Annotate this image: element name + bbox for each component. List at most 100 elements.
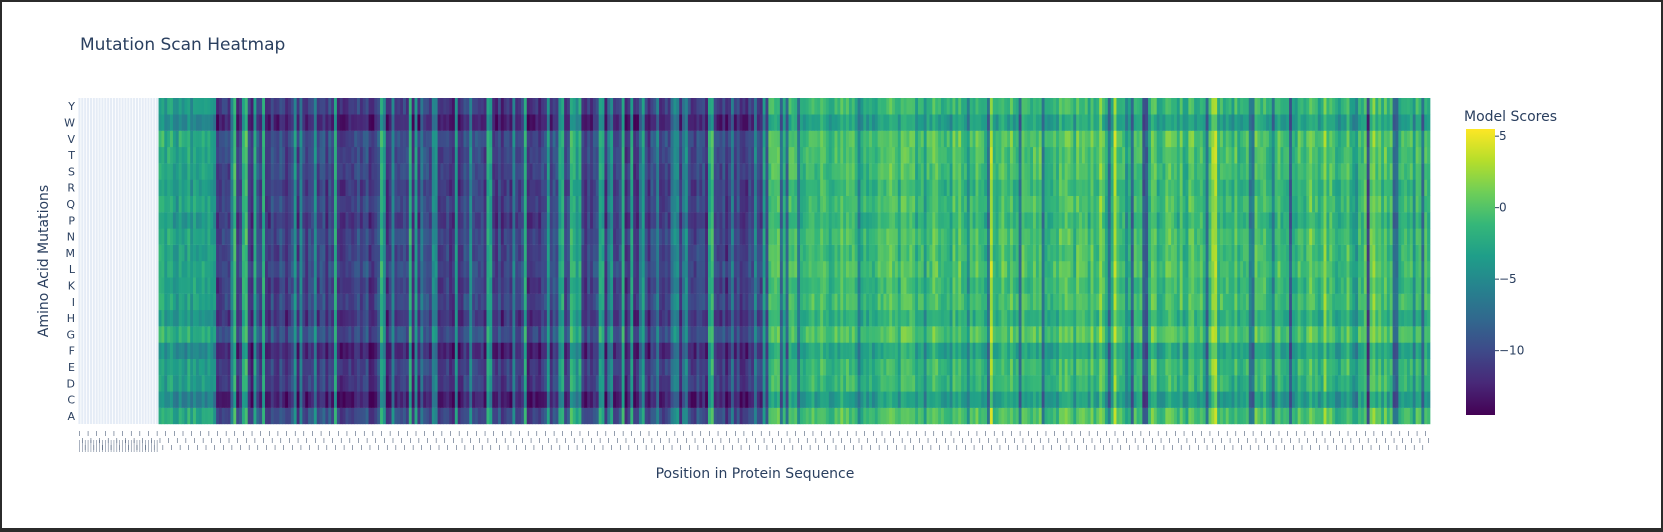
heatmap-cell [1053,309,1057,327]
heatmap-cell [357,375,361,392]
heatmap-cell [1185,293,1189,311]
heatmap-cell [1300,391,1304,408]
heatmap-cell [380,407,384,425]
heatmap-cell [1312,375,1316,392]
heatmap-cell [397,277,401,294]
heatmap-cell [1363,391,1368,408]
heatmap-cell [161,326,165,343]
heatmap-cell [368,309,372,327]
heatmap-cell [1125,358,1129,376]
heatmap-cell [469,391,473,408]
heatmap-cell [1421,358,1425,376]
heatmap-cell [523,261,528,278]
heatmap-cell [702,309,706,327]
heatmap-cell [1021,309,1025,327]
heatmap-cell [167,293,171,311]
heatmap-cell [187,342,191,359]
heatmap-cell [328,407,332,425]
heatmap-cell [359,277,364,294]
heatmap-cell [405,391,410,408]
heatmap-cell [552,407,556,425]
heatmap-cell [486,261,490,278]
heatmap-cell [713,342,717,359]
heatmap-cell [322,244,326,262]
heatmap-cell [587,375,591,392]
heatmap-cell [1266,326,1270,343]
heatmap-cell [601,244,605,262]
heatmap-cell [984,407,988,425]
heatmap-cell [1185,407,1189,425]
heatmap-cell [216,407,220,425]
heatmap-cell [584,358,588,376]
heatmap-cell [1122,293,1126,311]
heatmap-cell [630,407,634,425]
heatmap-cell [172,391,177,408]
heatmap-cell [581,375,585,392]
heatmap-cell [800,342,804,359]
heatmap-cell [1300,358,1304,376]
heatmap-cell [684,391,689,408]
heatmap-cell [313,261,318,278]
heatmap-cell [572,326,576,343]
heatmap-cell [748,342,752,359]
heatmap-cell [823,342,827,359]
heatmap-cell [1268,261,1273,278]
heatmap-cell [241,407,246,425]
heatmap-cell [1312,309,1316,327]
heatmap-cell [357,358,361,376]
heatmap-cell [546,342,551,359]
heatmap-cell [676,244,680,262]
heatmap-cell [362,391,367,408]
heatmap-cell [331,407,335,425]
heatmap-cell [728,375,732,392]
heatmap-cell [359,261,364,278]
heatmap-cell [794,375,798,392]
heatmap-cell [687,309,692,327]
heatmap-cell [1145,358,1149,376]
heatmap-cell [1222,293,1227,311]
heatmap-cell [564,326,568,343]
heatmap-cell [1122,342,1126,359]
heatmap-cell [1271,309,1276,327]
heatmap-cell [943,407,948,425]
heatmap-cell [917,326,922,343]
heatmap-cell [348,391,352,408]
heatmap-cell [480,342,484,359]
heatmap-cell [204,342,208,359]
heatmap-cell [1030,326,1034,343]
heatmap-cell [946,326,950,343]
heatmap-cell [981,407,985,425]
heatmap-cell [661,261,666,278]
heatmap-cell [1159,261,1163,278]
heatmap-cell [325,277,329,294]
heatmap-cell [716,244,720,262]
heatmap-cell [805,293,810,311]
heatmap-cell [213,342,217,359]
heatmap-cell [552,293,556,311]
heatmap-cell [768,244,772,262]
heatmap-cell [230,277,234,294]
heatmap-cell [598,261,602,278]
heatmap-cell [477,326,482,343]
heatmap-cell [1159,358,1163,376]
heatmap-cell [877,261,881,278]
heatmap-cell [705,277,709,294]
heatmap-cell [794,391,798,408]
heatmap-cell [368,326,372,343]
heatmap-cell [230,326,234,343]
heatmap-cell [636,391,640,408]
heatmap-cell [621,342,625,359]
heatmap-cell [644,391,648,408]
heatmap-cell [650,342,654,359]
heatmap-cell [840,277,844,294]
heatmap-cell [523,342,528,359]
heatmap-cell [992,261,996,278]
heatmap-cell [1067,244,1071,262]
heatmap-cell [354,277,358,294]
heatmap-cell [883,342,887,359]
heatmap-cell [624,309,628,327]
heatmap-cell [1363,309,1368,327]
heatmap-cell [1188,358,1192,376]
heatmap-cell [359,391,364,408]
heatmap-cell [190,358,194,376]
